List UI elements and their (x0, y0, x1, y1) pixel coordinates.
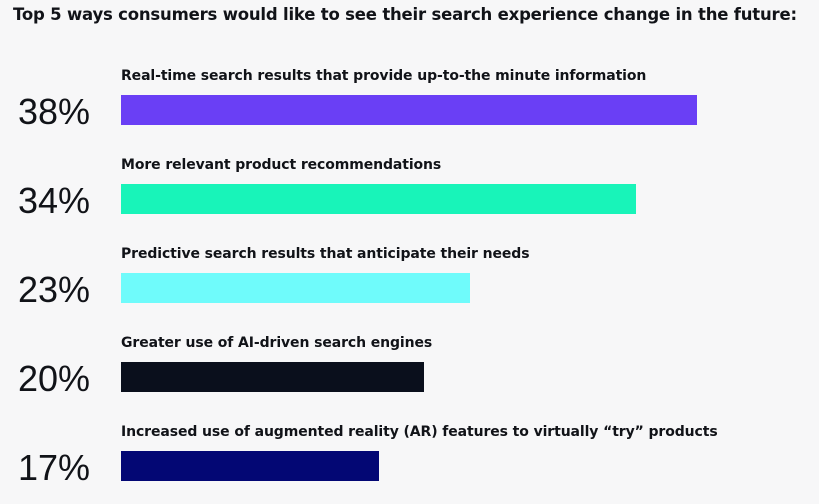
chart-row: Increased use of augmented reality (AR) … (0, 424, 819, 504)
value-label: 34% (17, 180, 90, 221)
bar (121, 273, 470, 303)
category-label: Greater use of AI-driven search engines (121, 335, 433, 351)
category-label: Predictive search results that anticipat… (121, 246, 530, 262)
chart-row: Greater use of AI-driven search engines … (0, 335, 819, 415)
chart-title: Top 5 ways consumers would like to see t… (13, 5, 797, 24)
chart-row: Predictive search results that anticipat… (0, 246, 819, 326)
value-label: 20% (17, 358, 90, 399)
bar (121, 451, 379, 481)
bar (121, 95, 697, 125)
category-label: Real-time search results that provide up… (121, 68, 647, 84)
chart-row: Real-time search results that provide up… (0, 68, 819, 148)
category-label: Increased use of augmented reality (AR) … (121, 424, 718, 440)
bar (121, 362, 424, 392)
value-label: 38% (17, 91, 90, 132)
bar (121, 184, 636, 214)
chart-row: More relevant product recommendations 34… (0, 157, 819, 237)
category-label: More relevant product recommendations (121, 157, 442, 173)
value-label: 23% (17, 269, 90, 310)
value-label: 17% (17, 447, 90, 488)
